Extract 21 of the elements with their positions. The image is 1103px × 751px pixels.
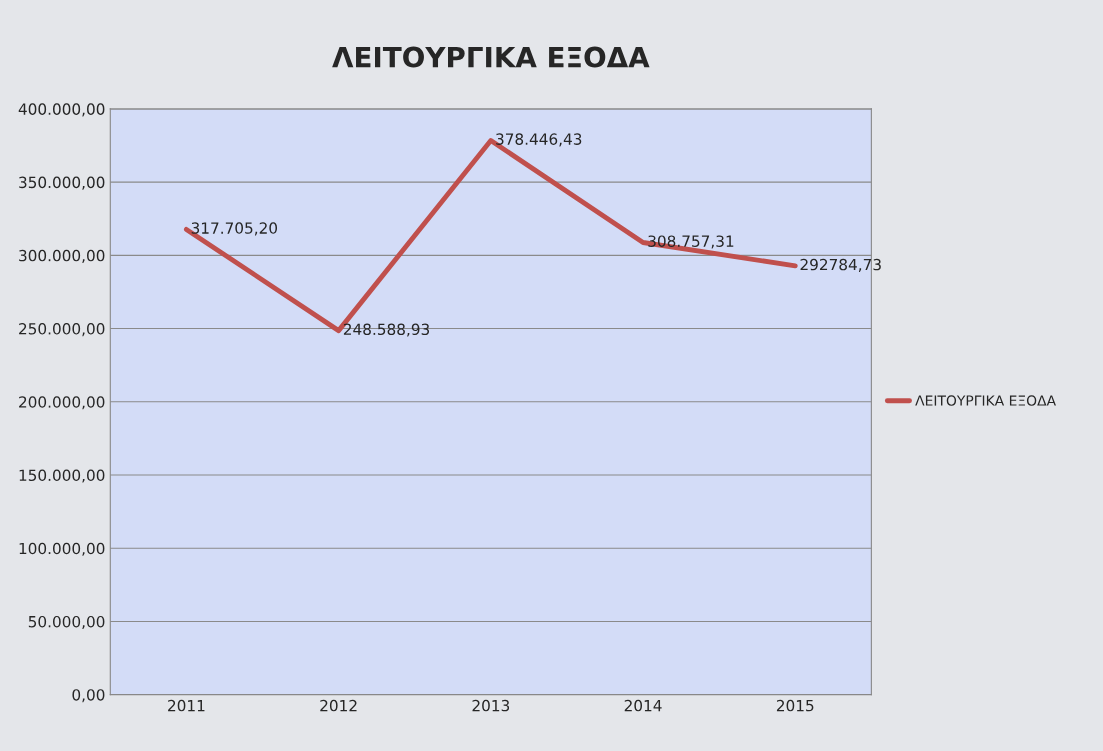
legend-label: ΛΕΙΤΟΥΡΓΙΚΑ ΕΞΟΔΑ	[915, 395, 1056, 406]
y-tick-label: 400.000,00	[18, 103, 105, 117]
x-tick-label: 2013	[472, 699, 510, 712]
data-label: 317.705,20	[191, 222, 278, 236]
y-tick-label: 0,00	[72, 689, 105, 703]
x-tick-label: 2015	[776, 699, 814, 712]
data-label: 308.757,31	[648, 235, 734, 249]
y-tick-label: 50.000,00	[28, 615, 105, 630]
y-tick-label: 300.000,00	[19, 249, 105, 263]
chart-title: ΛΕΙΤΟΥΡΓΙΚΑ ΕΞΟΔΑ	[332, 46, 650, 68]
x-tick-label: 2011	[168, 699, 205, 712]
y-tick-label: 250.000,00	[19, 323, 105, 337]
data-label: 378.446,43	[496, 133, 582, 147]
y-tick-label: 200.000,00	[19, 396, 105, 410]
x-tick-label: 2012	[320, 699, 357, 712]
data-label: 292784,73	[800, 258, 881, 272]
data-label: 248.588,93	[343, 323, 430, 337]
y-tick-label: 100.000,00	[19, 542, 105, 556]
x-tick-label: 2014	[624, 699, 662, 712]
y-tick-label: 350.000,00	[19, 176, 105, 190]
y-tick-label: 150.000,00	[19, 469, 105, 483]
